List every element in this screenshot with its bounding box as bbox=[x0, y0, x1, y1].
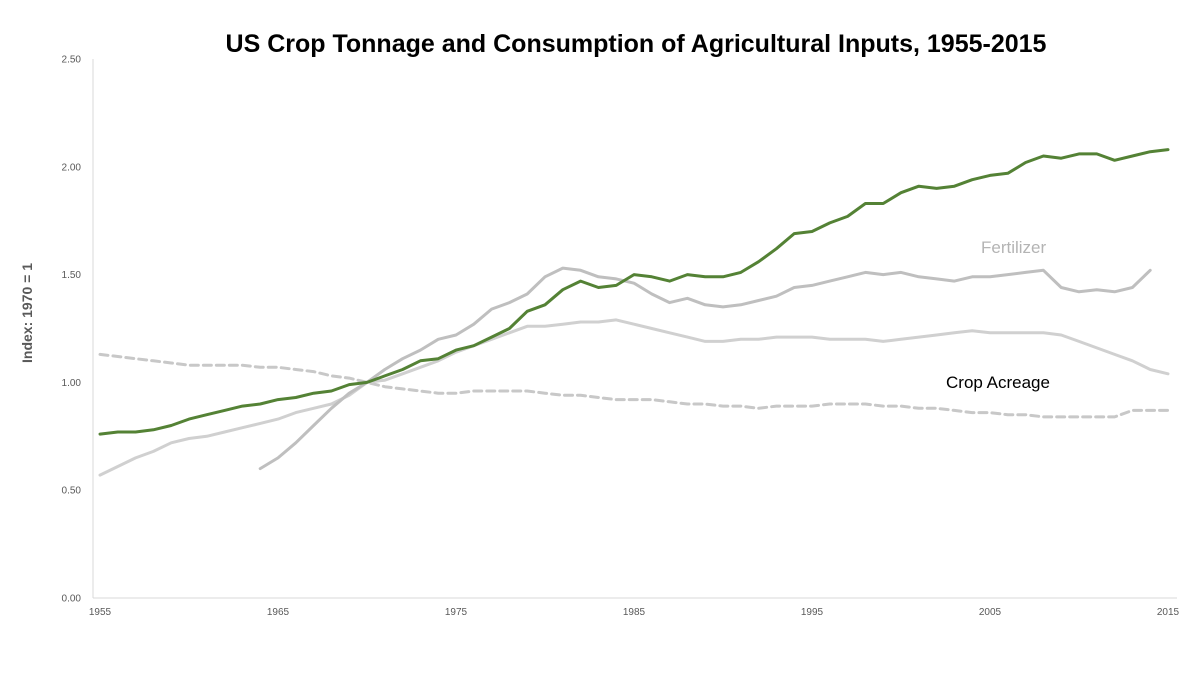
x-tick-label: 1985 bbox=[623, 607, 646, 618]
x-tick-label: 1975 bbox=[445, 607, 468, 618]
annotation-fertilizer: Fertilizer bbox=[981, 238, 1047, 257]
x-tick-label: 1965 bbox=[267, 607, 290, 618]
x-tick-labels: 1955 1965 1975 1985 1995 2005 2015 bbox=[89, 607, 1180, 618]
y-tick-label: 0.50 bbox=[62, 486, 82, 497]
series-line-unlabeled-0 bbox=[98, 148, 1170, 436]
y-tick-label: 1.50 bbox=[62, 270, 82, 281]
x-tick-label: 1955 bbox=[89, 607, 112, 618]
x-tick-label: 2015 bbox=[1157, 607, 1180, 618]
y-axis-label: Index: 1970 = 1 bbox=[19, 263, 35, 363]
annotation-crop-acreage: Crop Acreage bbox=[946, 373, 1050, 392]
series-line-fertilizer bbox=[258, 266, 1152, 471]
y-tick-label: 1.00 bbox=[62, 378, 82, 389]
x-tick-label: 2005 bbox=[979, 607, 1002, 618]
y-tick-label: 2.50 bbox=[62, 55, 82, 66]
series-line-unlabeled-2 bbox=[98, 318, 1170, 477]
series-line-crop-acreage bbox=[98, 352, 1170, 419]
x-tick-label: 1995 bbox=[801, 607, 824, 618]
y-tick-label: 0.00 bbox=[62, 594, 82, 605]
y-tick-labels: 0.00 0.50 1.00 1.50 2.00 2.50 bbox=[62, 55, 82, 605]
chart-title: US Crop Tonnage and Consumption of Agric… bbox=[226, 30, 1047, 58]
series-lines bbox=[98, 148, 1170, 477]
y-tick-label: 2.00 bbox=[62, 162, 82, 173]
